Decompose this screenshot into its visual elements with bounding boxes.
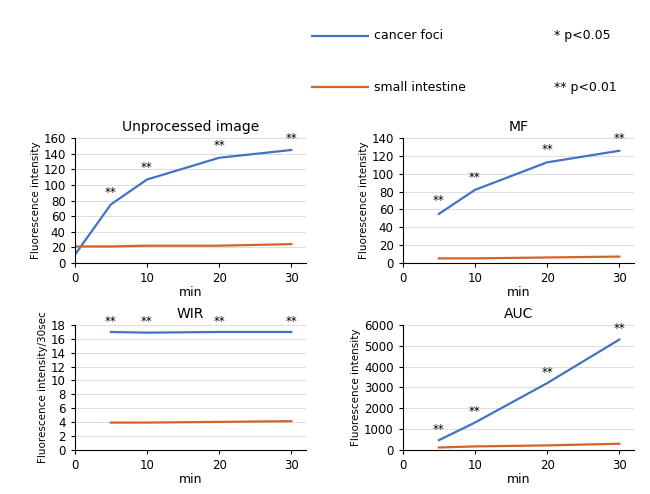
Text: **: ** xyxy=(614,323,625,335)
Text: **: ** xyxy=(141,315,153,328)
Text: **: ** xyxy=(141,161,153,174)
Text: **: ** xyxy=(105,315,117,328)
Text: **: ** xyxy=(614,131,625,145)
Text: **: ** xyxy=(541,366,553,379)
Text: * p<0.05: * p<0.05 xyxy=(554,29,610,42)
X-axis label: min: min xyxy=(179,286,202,299)
Title: WIR: WIR xyxy=(177,307,204,321)
Text: **: ** xyxy=(433,194,445,207)
Text: **: ** xyxy=(433,423,445,436)
Title: Unprocessed image: Unprocessed image xyxy=(122,121,259,134)
Text: **: ** xyxy=(285,315,297,328)
Y-axis label: Fluorescence intensity: Fluorescence intensity xyxy=(352,329,361,446)
Text: small intestine: small intestine xyxy=(374,81,466,94)
Y-axis label: Fluorescence intensity/30sec: Fluorescence intensity/30sec xyxy=(38,311,48,463)
Title: AUC: AUC xyxy=(504,307,533,321)
X-axis label: min: min xyxy=(506,473,530,486)
Text: **: ** xyxy=(213,139,225,152)
X-axis label: min: min xyxy=(506,286,530,299)
Text: **: ** xyxy=(285,131,297,145)
Text: **: ** xyxy=(469,170,481,184)
Title: MF: MF xyxy=(508,121,528,134)
Y-axis label: Fluorescence intensity: Fluorescence intensity xyxy=(31,142,40,259)
Text: **: ** xyxy=(105,186,117,199)
Y-axis label: Fluorescence intensity: Fluorescence intensity xyxy=(359,142,369,259)
X-axis label: min: min xyxy=(179,473,202,486)
Text: **: ** xyxy=(469,406,481,418)
Text: ** p<0.01: ** p<0.01 xyxy=(554,81,616,94)
Text: **: ** xyxy=(213,315,225,328)
Text: **: ** xyxy=(541,143,553,156)
Text: cancer foci: cancer foci xyxy=(374,29,443,42)
